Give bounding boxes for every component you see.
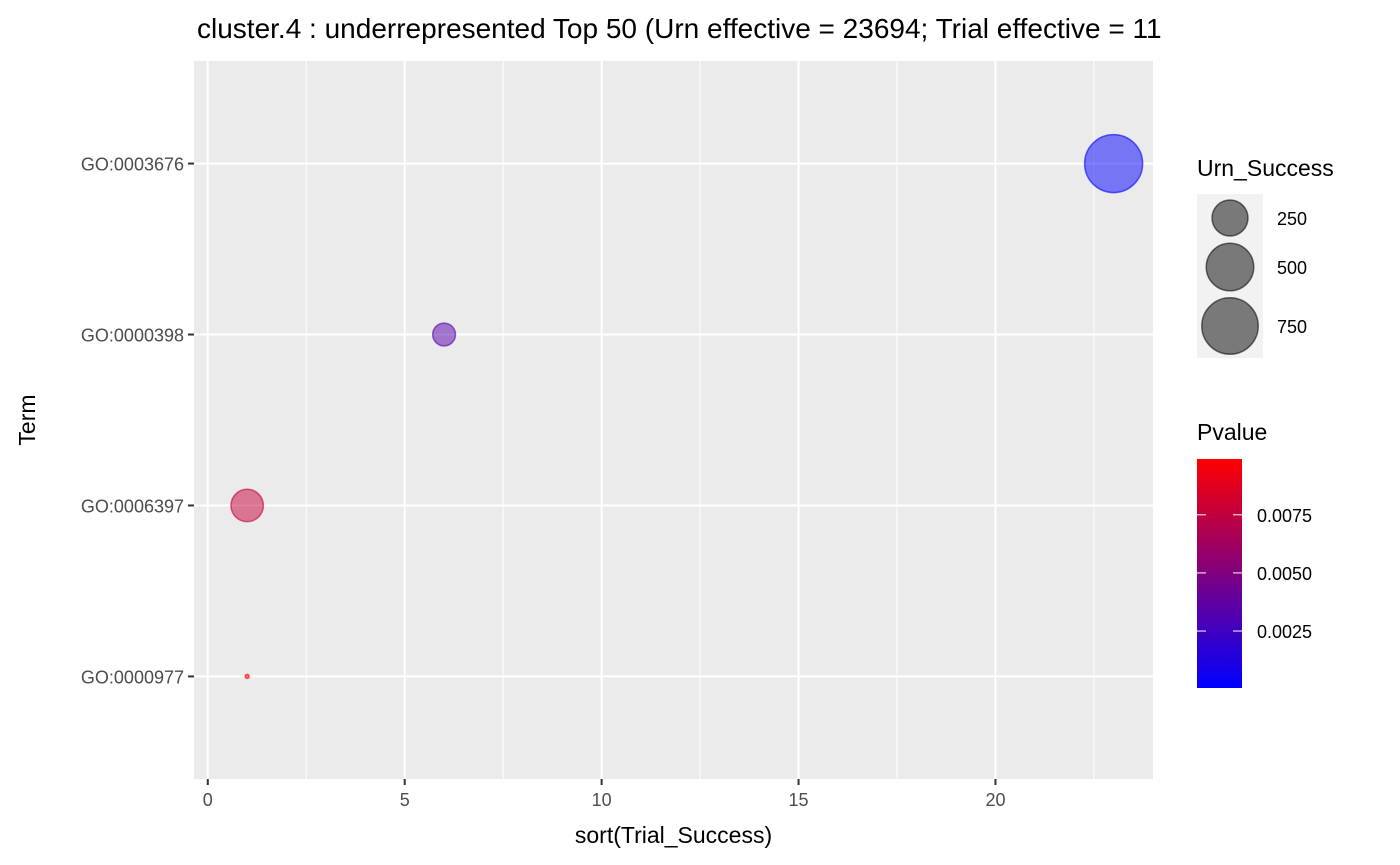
color-legend-label: 0.0075 — [1257, 506, 1312, 526]
grid-major — [194, 61, 1153, 779]
x-tick-label: 15 — [789, 790, 809, 810]
y-axis-title: Term — [14, 394, 40, 445]
x-axis-title: sort(Trial_Success) — [575, 822, 772, 848]
y-tick-label: GO:0000977 — [81, 667, 184, 687]
y-axis: GO:0003676 GO:0000398 GO:0006397 GO:0000977 — [81, 155, 194, 687]
plot-panel — [194, 61, 1153, 779]
point-GO:0000977 — [244, 673, 250, 680]
size-legend-title: Urn_Success — [1197, 155, 1334, 181]
size-legend: Urn_Success 250 500 750 — [1197, 155, 1334, 358]
color-legend: Pvalue 0.0025 0.0050 0.0075 — [1197, 419, 1312, 688]
x-axis: 0 5 10 15 20 — [203, 779, 1005, 810]
x-tick-label: 5 — [400, 790, 410, 810]
y-tick-label: GO:0006397 — [81, 496, 184, 516]
point-GO:0003676 — [1083, 133, 1144, 194]
chart-title: cluster.4 : underrepresented Top 50 (Urn… — [197, 13, 1162, 44]
color-legend-label: 0.0050 — [1257, 564, 1312, 584]
y-tick-label: GO:0003676 — [81, 155, 184, 175]
x-tick-label: 20 — [985, 790, 1005, 810]
size-legend-label: 500 — [1277, 258, 1307, 278]
size-legend-label: 750 — [1277, 317, 1307, 337]
point-GO:0000398 — [431, 322, 457, 347]
x-tick-label: 10 — [592, 790, 612, 810]
y-tick-label: GO:0000398 — [81, 326, 184, 346]
color-legend-bar — [1197, 459, 1242, 688]
size-legend-label: 250 — [1277, 209, 1307, 229]
size-legend-key-250 — [1211, 199, 1249, 237]
grid-minor — [305, 61, 1095, 779]
point-GO:0006397 — [230, 488, 265, 523]
color-legend-title: Pvalue — [1197, 419, 1267, 445]
size-legend-key-500 — [1205, 242, 1255, 292]
x-tick-label: 0 — [203, 790, 213, 810]
size-legend-key-750 — [1201, 297, 1259, 355]
color-legend-label: 0.0025 — [1257, 622, 1312, 642]
data-points — [230, 133, 1144, 680]
